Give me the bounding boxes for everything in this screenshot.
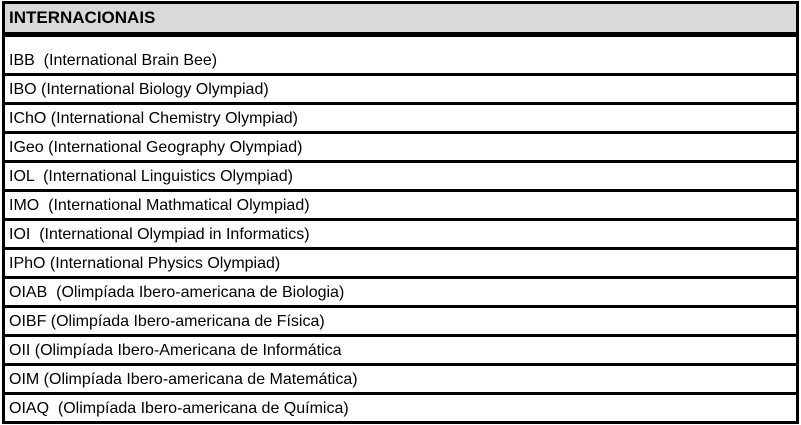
table-header: INTERNACIONAIS bbox=[5, 4, 796, 37]
table-row: OIAQ (Olimpíada Ibero-americana de Quími… bbox=[5, 395, 796, 421]
row-text: IOI (International Olympiad in Informati… bbox=[9, 226, 310, 243]
table-row: IOI (International Olympiad in Informati… bbox=[5, 221, 796, 250]
row-text: OIBF (Olimpíada Ibero-americana de Físic… bbox=[9, 313, 325, 330]
row-text: IGeo (International Geography Olympiad) bbox=[9, 139, 303, 156]
table-row: OIAB (Olimpíada Ibero-americana de Biolo… bbox=[5, 279, 796, 308]
row-text: IChO (International Chemistry Olympiad) bbox=[9, 110, 298, 127]
row-text: IBO (International Biology Olympiad) bbox=[9, 81, 269, 98]
row-text: IBB (International Brain Bee) bbox=[9, 52, 218, 69]
table-row: IBB (International Brain Bee) bbox=[5, 37, 796, 76]
row-text: IPhO (International Physics Olympiad) bbox=[9, 255, 281, 272]
table-row: IPhO (International Physics Olympiad) bbox=[5, 250, 796, 279]
row-text: OIAB (Olimpíada Ibero-americana de Biolo… bbox=[9, 284, 345, 301]
table-row: IOL (International Linguistics Olympiad) bbox=[5, 163, 796, 192]
table-row: IChO (International Chemistry Olympiad) bbox=[5, 105, 796, 134]
row-text: OIM (Olimpíada Ibero-americana de Matemá… bbox=[9, 371, 358, 388]
table-row: OII (Olimpíada Ibero-Americana de Inform… bbox=[5, 337, 796, 366]
table-row: IBO (International Biology Olympiad) bbox=[5, 76, 796, 105]
row-text: OIAQ (Olimpíada Ibero-americana de Quími… bbox=[9, 400, 349, 417]
table-row: IMO (International Mathmatical Olympiad) bbox=[5, 192, 796, 221]
table-row: OIM (Olimpíada Ibero-americana de Matemá… bbox=[5, 366, 796, 395]
row-text: IOL (International Linguistics Olympiad) bbox=[9, 168, 293, 185]
header-title: INTERNACIONAIS bbox=[9, 8, 156, 27]
table-row: IGeo (International Geography Olympiad) bbox=[5, 134, 796, 163]
row-text: IMO (International Mathmatical Olympiad) bbox=[9, 197, 310, 214]
row-text: OII (Olimpíada Ibero-Americana de Inform… bbox=[9, 342, 342, 359]
table-body: IBB (International Brain Bee) IBO (Intern… bbox=[5, 37, 796, 421]
table-row: OIBF (Olimpíada Ibero-americana de Físic… bbox=[5, 308, 796, 337]
